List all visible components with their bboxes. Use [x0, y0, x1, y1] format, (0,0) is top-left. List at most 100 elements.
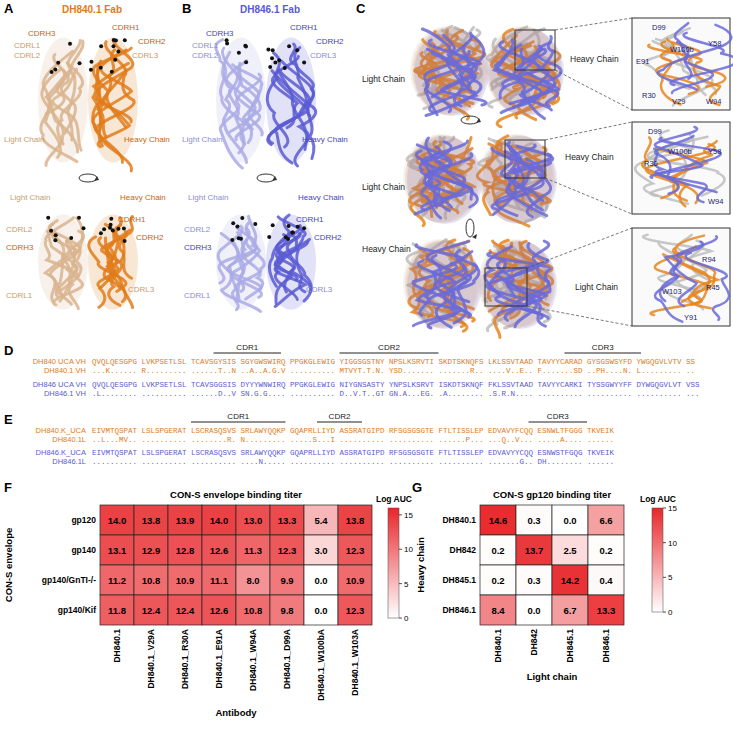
cdr-bar [214, 353, 282, 354]
residue-dot [50, 70, 54, 74]
sequence: ..L...MV.. .......... ........R. N......… [92, 436, 614, 444]
residue-label: R30 [644, 159, 658, 168]
heat-cell [480, 595, 516, 625]
heat-cell [202, 595, 236, 625]
chain-label: Light Chain [182, 135, 222, 144]
data-label: 13.3 [278, 515, 297, 526]
residue-dot [111, 229, 115, 233]
residue-dot [244, 60, 248, 64]
column-label: DH840.1 [493, 629, 503, 663]
heat-cell [338, 535, 372, 565]
data-label: 0.3 [527, 515, 540, 526]
heat-cell [100, 505, 134, 535]
data-label: 8.4 [491, 605, 505, 616]
sequence: EIVMTQSPAT LSLSPGERAT LSCRASQSVS SRLAWYQ… [92, 427, 615, 435]
residue-label: Y91 [684, 313, 697, 322]
data-label: 6.6 [599, 515, 612, 526]
arrow-head [476, 118, 481, 123]
heat-cell [480, 535, 516, 565]
cdr-header: CDR2 [378, 343, 400, 352]
axis-title: Antibody [215, 707, 257, 718]
ribbon [227, 216, 261, 290]
chain-shade [216, 38, 266, 163]
residue-dot [253, 222, 257, 226]
colorbar-tick [399, 618, 402, 619]
data-label: 14.0 [210, 515, 229, 526]
residue-dot [53, 67, 57, 71]
sequence-name: DH840 UCA VH [33, 357, 86, 366]
ribbon [447, 33, 471, 106]
chain-label: CDRH1 [118, 215, 146, 224]
title: DH840.1 Fab [62, 4, 122, 15]
residue-dot [268, 65, 272, 69]
inset [632, 18, 733, 110]
rotation-arrow [461, 116, 481, 124]
residue-dot [109, 223, 113, 227]
chain-label: CDRL1 [184, 291, 211, 300]
data-label: 12.4 [176, 605, 195, 616]
residue-dot [69, 236, 73, 240]
data-label: 13.3 [597, 605, 616, 616]
arrow-head [94, 176, 99, 181]
ribbon [53, 69, 81, 150]
colorbar [388, 508, 399, 618]
residue-label: W100b [668, 147, 692, 156]
sequence-name: DH840.1 VH [44, 366, 86, 375]
colorbar-tick-label: 10 [668, 539, 677, 548]
residue-label: W100b [670, 45, 694, 54]
data-label: 5.4 [314, 515, 328, 526]
rotation-arrow [79, 174, 99, 182]
chain-label: CDRH1 [296, 215, 324, 224]
data-label: 14.2 [561, 575, 580, 586]
heat-cell [134, 595, 168, 625]
chain-label: CDRL1 [6, 291, 33, 300]
sequence: QVQLQESGPG LVKPSETLSL TCAVSGYSIS SGYGWSW… [92, 358, 696, 366]
residue-dot [240, 216, 244, 220]
inset-frame [632, 228, 730, 326]
chain-shade [38, 38, 88, 163]
residue-dot [302, 226, 306, 230]
colorbar-tick [399, 583, 402, 584]
data-label: 12.3 [278, 545, 297, 556]
colorbar-tick [663, 542, 666, 543]
residue-dot [77, 216, 81, 220]
residue-label: D99 [652, 23, 666, 32]
residue-label: V29 [672, 97, 685, 106]
inset-frame [632, 122, 730, 214]
data-label: 10.9 [176, 575, 195, 586]
colorbar-tick [399, 514, 402, 515]
heat-cell [480, 505, 516, 535]
residue-dot [295, 48, 299, 52]
residue-dot [89, 68, 93, 72]
heat-cell [100, 535, 134, 565]
ribbon [46, 41, 80, 114]
chain-shade [407, 136, 482, 224]
residue-dot [283, 66, 287, 70]
data-label: 13.9 [176, 515, 195, 526]
cdr-header: CDR3 [547, 412, 569, 421]
rotation-arrow [257, 174, 277, 182]
panel-letter: A [4, 1, 14, 16]
data-label: 11.1 [210, 575, 229, 586]
residue-dot [270, 56, 274, 60]
data-label: 14.6 [489, 515, 508, 526]
cdr-bar [565, 353, 642, 354]
ribbon [657, 138, 721, 194]
heat-cell [588, 505, 624, 535]
chain-label: Light Chain [362, 74, 405, 84]
residue-dot [90, 60, 94, 64]
residue-dot [290, 231, 294, 235]
chain-shade [216, 215, 266, 310]
data-label: 12.6 [210, 545, 229, 556]
heat-cell [516, 535, 552, 565]
title: CON-S gp120 binding titer [493, 489, 612, 500]
residue-label: R94 [702, 255, 716, 264]
data-label: 9.8 [280, 605, 293, 616]
heat-cell [516, 505, 552, 535]
chain-label: CDRL3 [306, 285, 333, 294]
zoom-line [555, 18, 632, 30]
zoom-box [505, 140, 545, 178]
residue-dot [49, 229, 53, 233]
heat-cell [338, 505, 372, 535]
residue-dot [56, 61, 60, 65]
